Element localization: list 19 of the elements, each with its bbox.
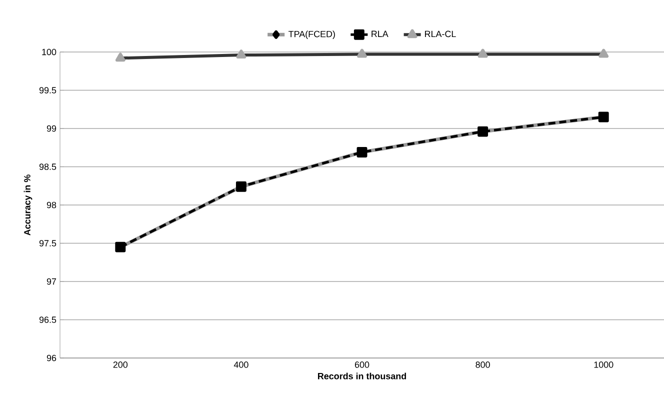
x-tick-label: 400 <box>234 362 248 368</box>
y-tick-label: 96.5 <box>39 316 56 323</box>
x-tick-label: 200 <box>113 362 128 368</box>
x-tick-label: 800 <box>476 362 490 368</box>
y-tick-label: 97 <box>46 278 56 285</box>
legend-label: RLA-CL <box>425 30 456 38</box>
x-tick-label: 600 <box>354 362 370 368</box>
y-tick-label: 99.5 <box>39 87 56 94</box>
y-tick-label: 99 <box>46 125 56 132</box>
y-tick-label: 98.5 <box>39 164 56 170</box>
x-tick-label: 1000 <box>594 362 614 368</box>
y-tick-label: 96 <box>46 354 56 362</box>
y-axis-title: Accuracy in % <box>24 174 32 236</box>
legend-label: RLA <box>372 30 388 37</box>
y-tick-label: 100 <box>42 48 56 56</box>
x-axis-title: Records in thousand <box>318 372 406 380</box>
y-tick-label: 97.5 <box>39 240 56 246</box>
legend-label: TPA(FCED) <box>288 30 335 39</box>
y-tick-label: 98 <box>46 202 56 208</box>
